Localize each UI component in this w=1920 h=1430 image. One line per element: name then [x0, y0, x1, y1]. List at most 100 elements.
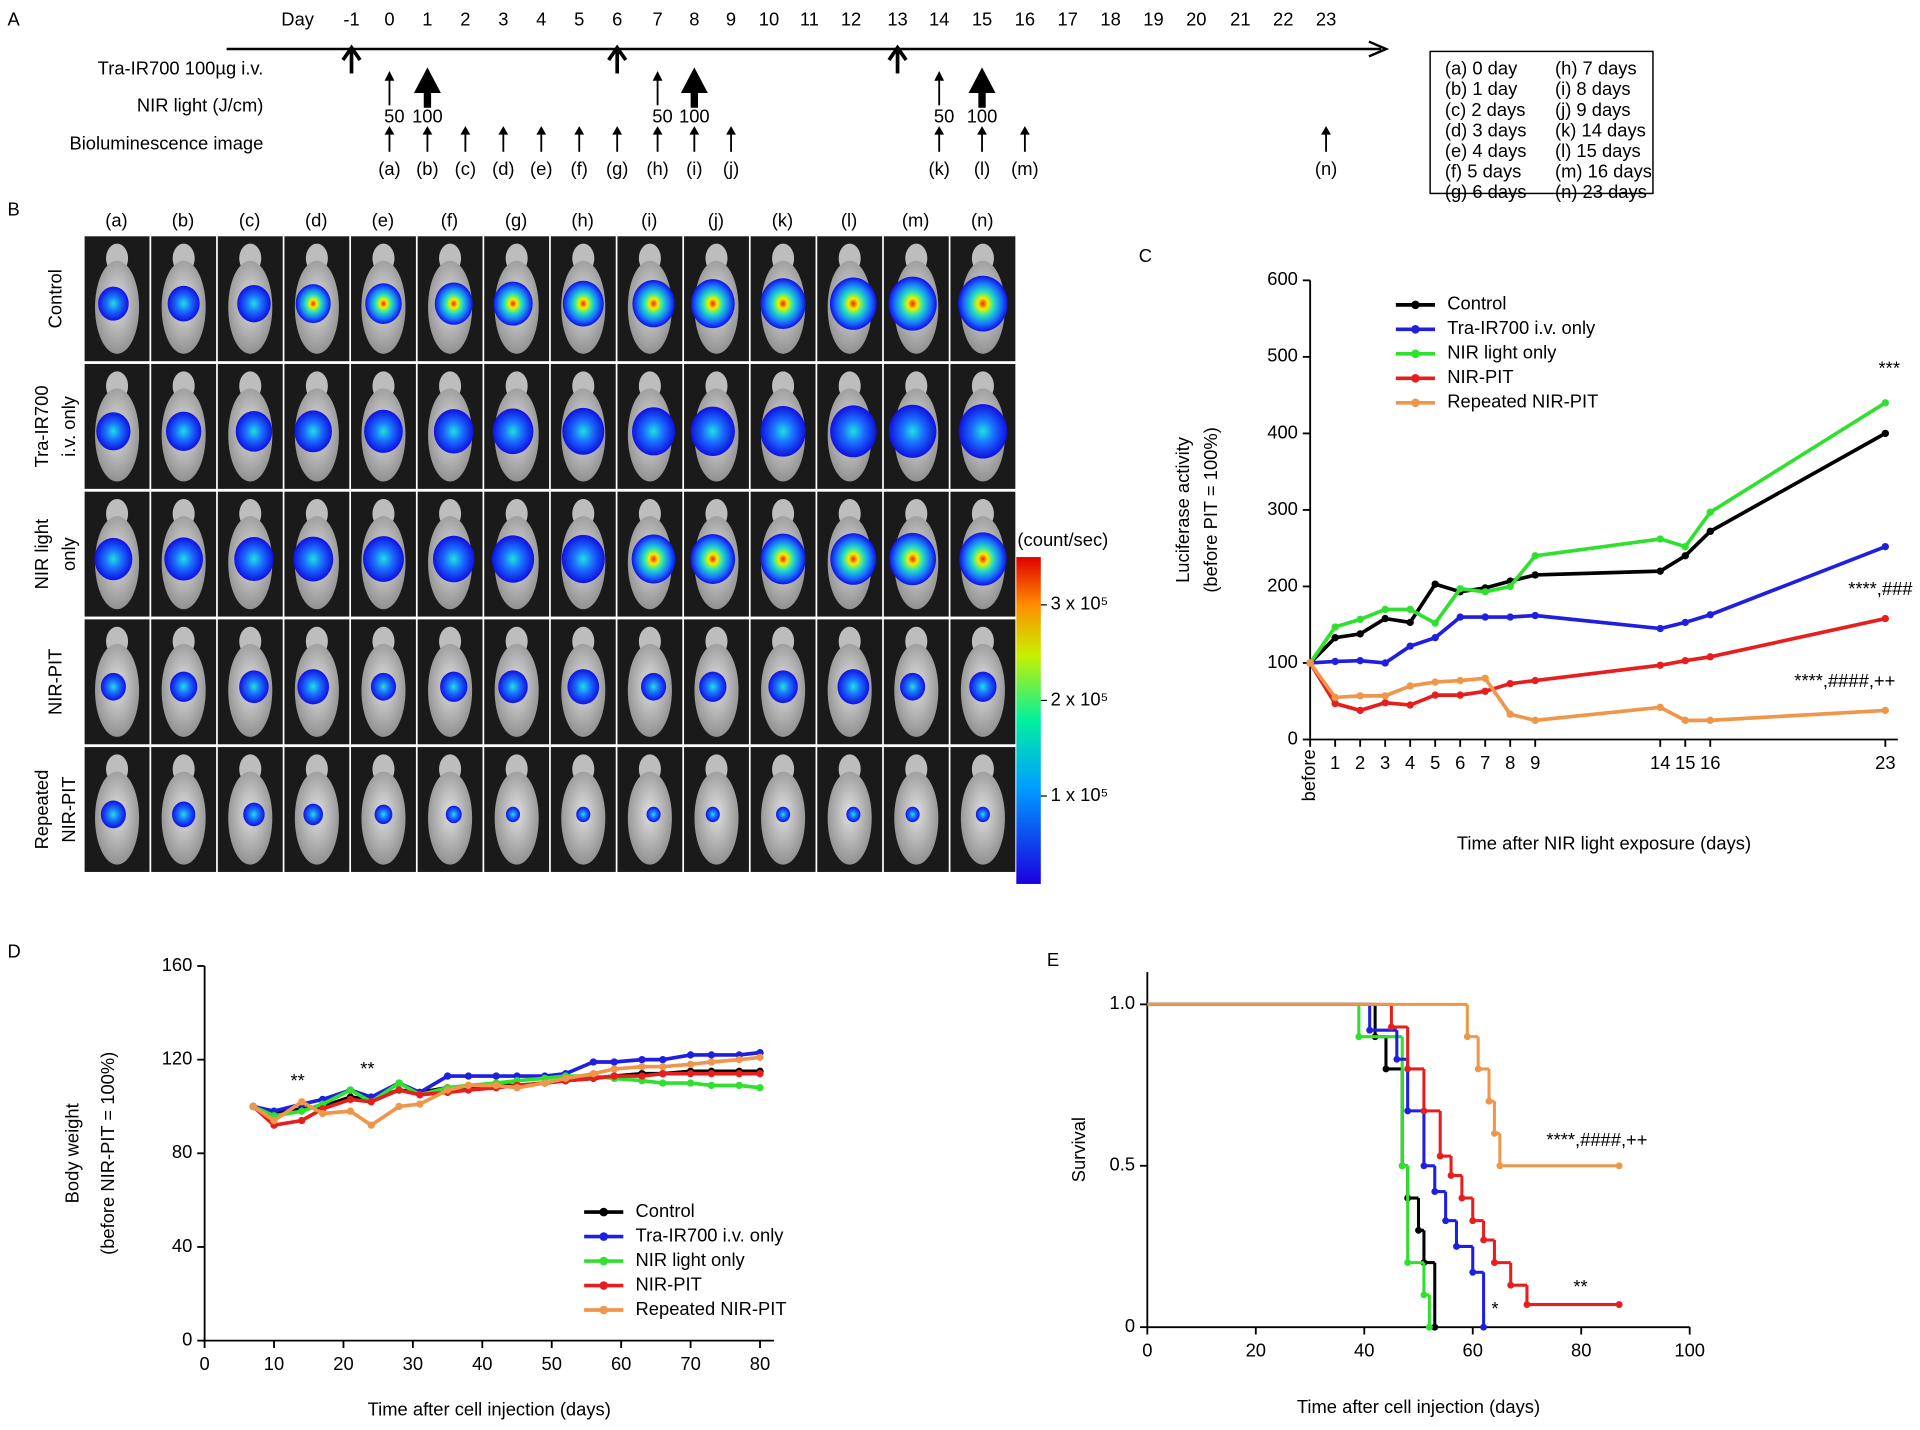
day-tick-label: 9: [726, 9, 736, 30]
series-point: [1706, 716, 1714, 725]
day-tick-label: 1: [422, 9, 432, 30]
series-point: [735, 1070, 743, 1078]
signal-blob: [170, 671, 198, 702]
series-point: [1431, 678, 1439, 686]
step-point: [1496, 1162, 1504, 1170]
series-point: [1331, 657, 1339, 666]
step-point: [1458, 1194, 1466, 1202]
series-point: [367, 1098, 375, 1106]
signal-blob: [959, 532, 1007, 586]
colorbar-title: (count/sec): [1017, 529, 1108, 550]
series-point: [1706, 653, 1714, 661]
series-point: [1706, 508, 1714, 516]
x-tick-label: 14: [1650, 752, 1670, 773]
series-point: [1881, 399, 1889, 407]
series-point: [1406, 642, 1414, 650]
colorbar: [1016, 557, 1041, 884]
signal-blob: [234, 537, 274, 582]
x-tick-label: 30: [403, 1353, 423, 1374]
x-tick-label: 60: [611, 1353, 631, 1374]
y-tick-label: 40: [172, 1235, 192, 1256]
series-point: [1356, 692, 1364, 700]
step-point: [1404, 1259, 1412, 1267]
column-label: (l): [841, 209, 857, 230]
step-point: [1463, 1033, 1471, 1041]
signal-blob: [562, 280, 604, 327]
signal-blob: [958, 275, 1008, 332]
row-label: NIR-PIT: [44, 649, 65, 715]
signal-blob: [690, 279, 735, 329]
legend-label: Control: [636, 1200, 695, 1221]
row-label: NIR-PIT: [58, 776, 79, 842]
light-arrow-large: [413, 67, 441, 108]
significance-annotation: ****,####,++: [1794, 670, 1895, 691]
day-tick-label: 19: [1143, 9, 1163, 30]
legend-marker: [1411, 325, 1420, 334]
legend-label: NIR light only: [1447, 342, 1557, 363]
series-point: [1681, 618, 1689, 627]
series-point: [756, 1084, 764, 1092]
x-tick-label: 60: [1463, 1339, 1483, 1360]
step-point: [1387, 1023, 1395, 1031]
schedule-legend-entry: (h) 7 days: [1555, 58, 1637, 79]
signal-blob: [768, 670, 798, 704]
series-point: [1406, 682, 1414, 690]
series-line: [1308, 401, 1887, 665]
series-point: [589, 1058, 598, 1066]
series-point: [756, 1070, 764, 1078]
series-point: [1656, 624, 1664, 633]
day-tick-label: 12: [841, 9, 861, 30]
signal-blob: [98, 286, 129, 321]
x-tick-label: 50: [542, 1353, 562, 1374]
column-label: (j): [708, 209, 724, 230]
image-arrowhead: [1321, 126, 1331, 135]
schedule-legend-entry: (l) 15 days: [1555, 140, 1641, 161]
y-tick-label: 120: [162, 1047, 193, 1068]
series-point: [1506, 613, 1514, 621]
signal-blob: [94, 537, 133, 581]
step-point: [1491, 1259, 1498, 1267]
step-point: [1453, 1243, 1460, 1250]
image-arrowhead: [652, 126, 663, 135]
day-tick-label: -1: [343, 9, 359, 30]
schedule-legend-entry: (g) 6 days: [1445, 181, 1527, 202]
series-point: [416, 1100, 424, 1108]
signal-blob: [100, 800, 126, 829]
column-label: (f): [441, 209, 458, 230]
signal-blob: [576, 806, 591, 823]
signal-blob: [889, 532, 937, 586]
schedule-legend-entry: (k) 14 days: [1555, 119, 1646, 140]
image-arrowhead: [934, 126, 945, 135]
signal-blob: [888, 404, 937, 458]
column-label: (i): [641, 209, 657, 230]
day-tick-label: 6: [612, 9, 622, 30]
series-point: [1506, 582, 1514, 591]
x-tick-label: 0: [1142, 1339, 1152, 1360]
signal-blob: [760, 405, 806, 457]
light-arrowhead: [934, 71, 945, 81]
colorbar-tick-label: 1 x 10⁵: [1051, 784, 1109, 805]
significance-annotation: **: [290, 1070, 304, 1091]
signal-blob: [905, 806, 920, 823]
row-label: only: [58, 536, 79, 571]
series-point: [443, 1086, 452, 1094]
series-point: [298, 1116, 306, 1125]
step-point: [1404, 1065, 1412, 1073]
image-label: (i): [686, 158, 702, 179]
colorbar-tick-label: 2 x 10⁵: [1051, 688, 1109, 709]
y-tick-label: 160: [162, 954, 193, 975]
signal-blob: [172, 801, 196, 828]
series-point: [395, 1102, 403, 1111]
series-point: [1431, 691, 1439, 699]
step-point: [1507, 1281, 1515, 1289]
signal-blob: [567, 669, 600, 705]
series-point: [1431, 634, 1439, 642]
image-label: (k): [928, 158, 949, 179]
x-axis-label: Time after NIR light exposure (days): [1457, 833, 1751, 854]
series-point: [1331, 623, 1339, 631]
step-point: [1415, 1226, 1422, 1234]
series-point: [1881, 706, 1889, 715]
day-tick-label: 13: [887, 9, 907, 30]
legend-label: Tra-IR700 i.v. only: [636, 1224, 785, 1245]
x-tick-label: 9: [1530, 752, 1540, 773]
